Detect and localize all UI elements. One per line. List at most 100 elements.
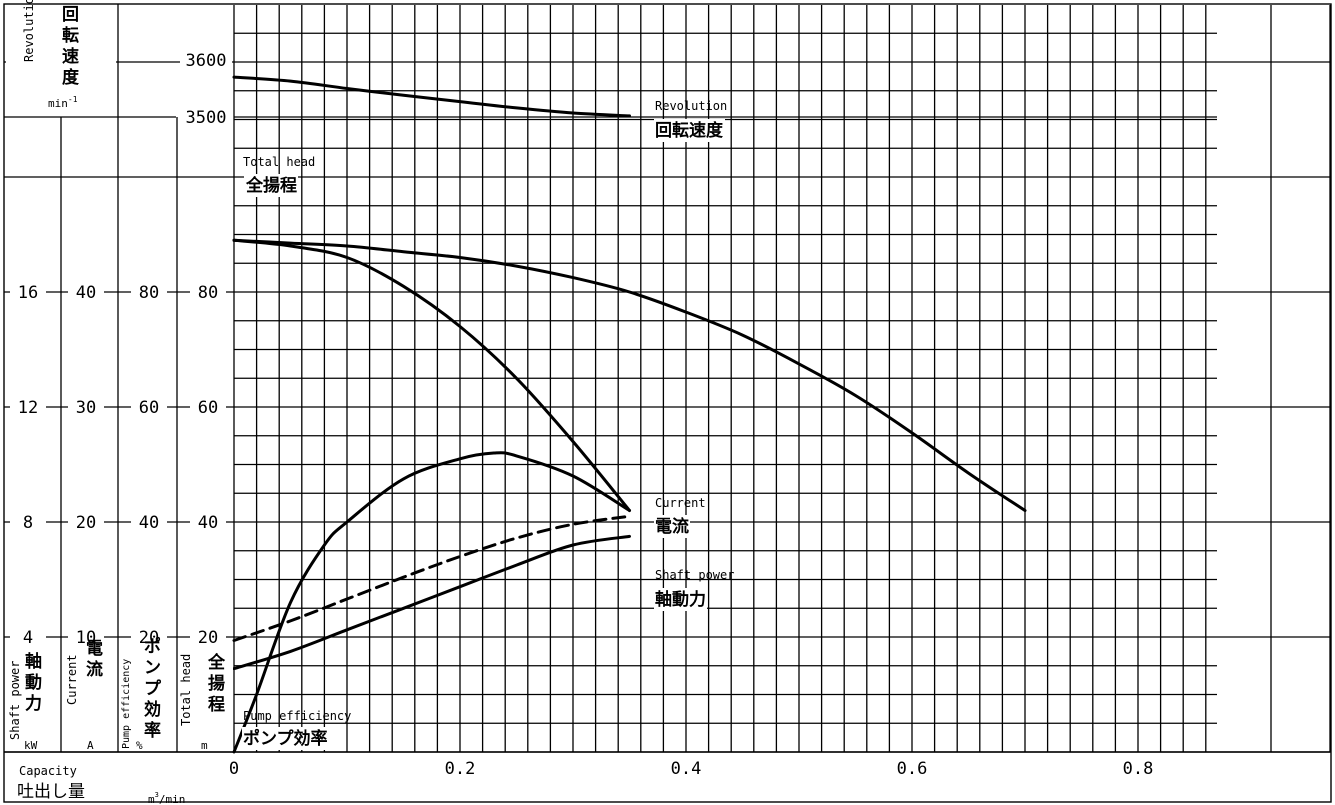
current-axis-char: 電 <box>86 639 103 659</box>
tick-label-bg <box>180 49 232 71</box>
current-tick-label: 10 <box>76 628 96 648</box>
efficiency-axis-char: プ <box>144 678 162 699</box>
current-tick-label: 40 <box>76 283 96 303</box>
power-tick-label: 16 <box>18 283 38 303</box>
annotation-labels: Revolution 回転速度 Total head 全揚程 Current 電… <box>6 0 734 805</box>
curve-head-secondary <box>232 238 631 512</box>
power-axis-title-en: Shaft power <box>8 661 22 740</box>
curve-eff-label-jp: ポンプ効率 <box>243 728 328 749</box>
revolution-axis-unit: min-1 <box>48 95 78 110</box>
power-axis-char: 力 <box>25 693 42 714</box>
curves <box>232 75 1027 754</box>
tick-label-bg <box>68 282 104 302</box>
axis-title-bg <box>63 648 117 750</box>
curve-current-label-en: Current <box>655 496 706 510</box>
revolution-axis-char: 回 <box>62 5 79 25</box>
efficiency-tick-label: 60 <box>139 398 159 418</box>
revolution-axis-char: 度 <box>62 67 80 88</box>
revolution-axis-title-en: Revolution <box>22 0 36 62</box>
efficiency-tick-label: 40 <box>139 513 159 533</box>
power-tick-label: 12 <box>18 398 38 418</box>
revolution-axis-unit-base: min <box>48 97 68 110</box>
head-axis-char: 揚 <box>208 674 225 694</box>
capacity-unit-tail: /min <box>159 793 186 805</box>
current-axis-title-en: Current <box>65 654 79 705</box>
curve-head-label-en: Total head <box>243 155 315 169</box>
head-axis-char: 程 <box>208 695 225 715</box>
capacity-label-jp: 吐出し量 <box>17 782 85 802</box>
curve-shaft-power <box>232 534 631 671</box>
efficiency-tick-label: 20 <box>139 628 159 648</box>
label-bg <box>654 515 690 538</box>
revolution-axis-unit-sup: -1 <box>68 95 78 104</box>
power-axis-char: 軸 <box>25 651 42 672</box>
efficiency-axis-char: 効 <box>144 699 161 720</box>
x-tick-label: 0.2 <box>445 759 476 779</box>
label-bg <box>654 588 707 611</box>
tick-label-bg <box>68 627 104 647</box>
head-axis-title-jp: 全 揚 程 <box>207 652 226 715</box>
efficiency-axis-title-en: Pump efficiency <box>121 659 132 749</box>
tick-label-bg <box>131 397 167 417</box>
head-tick-label: 20 <box>198 628 218 648</box>
revolution-axis-char: 速 <box>62 46 79 67</box>
curve-eff-label-en: Pump efficiency <box>243 709 351 723</box>
capacity-unit-base: m <box>148 793 155 805</box>
label-bg <box>654 119 725 142</box>
current-axis-title-jp: 電 流 <box>86 639 103 680</box>
tick-label-bg <box>131 512 167 532</box>
x-tick-label: 0.6 <box>897 759 928 779</box>
curve-pump-efficiency <box>232 451 631 754</box>
tick-label-bg <box>10 397 46 417</box>
curve-revolution-label-en: Revolution <box>655 99 727 113</box>
efficiency-tick-label: 80 <box>139 283 159 303</box>
label-bg <box>242 727 329 750</box>
tick-label-bg <box>131 282 167 302</box>
x-tick-label: 0.4 <box>671 759 702 779</box>
tick-label-bg <box>180 106 232 128</box>
curve-current <box>232 514 631 642</box>
head-axis-title-en: Total head <box>179 654 193 726</box>
power-axis-title-jp: 軸 動 力 <box>25 651 42 714</box>
revolution-tick-label: 3600 <box>186 51 227 71</box>
power-tick-label: 4 <box>23 628 33 648</box>
head-axis-unit: m <box>201 739 208 752</box>
head-tick-label: 40 <box>198 513 218 533</box>
x-tick-label: 0 <box>229 759 239 779</box>
power-tick-label: 8 <box>23 513 33 533</box>
curve-head-label-jp: 全揚程 <box>245 175 297 196</box>
tick-label-bg <box>190 282 226 302</box>
revolution-axis-char: 転 <box>62 25 79 46</box>
efficiency-axis-char: 率 <box>144 720 161 741</box>
revolution-axis-title-jp: 回 転 速 度 <box>62 5 80 88</box>
tick-label-bg <box>190 397 226 417</box>
efficiency-axis-unit: % <box>136 739 143 752</box>
chart-border <box>3 3 1332 803</box>
head-axis-char: 全 <box>207 652 226 673</box>
x-tick-label: 0.8 <box>1123 759 1154 779</box>
axis-title-bg <box>6 6 116 114</box>
curve-revolution <box>232 75 631 118</box>
head-tick-label: 80 <box>198 283 218 303</box>
tick-label-bg <box>190 627 226 647</box>
curve-current-label-jp: 電流 <box>655 516 689 537</box>
current-tick-label: 30 <box>76 398 96 418</box>
current-axis-char: 流 <box>86 659 103 680</box>
label-bg <box>244 174 298 197</box>
capacity-unit: m3/min <box>148 791 185 805</box>
axis-title-bg <box>179 648 233 750</box>
capacity-label-en: Capacity <box>19 764 77 778</box>
head-tick-label: 60 <box>198 398 218 418</box>
tick-label-bg <box>10 512 46 532</box>
capacity-unit-sup: 3 <box>155 791 159 799</box>
tick-label-bg <box>190 512 226 532</box>
efficiency-axis-char: ン <box>144 658 161 678</box>
tick-label-bg <box>10 282 46 302</box>
revolution-tick-label: 3500 <box>186 108 227 128</box>
power-axis-unit: kW <box>24 739 38 752</box>
tick-label-bg <box>10 627 46 647</box>
efficiency-axis-title-jp: ポ ン プ 効 率 <box>144 636 162 741</box>
power-axis-char: 動 <box>25 672 42 693</box>
tick-label-bg <box>131 627 167 647</box>
